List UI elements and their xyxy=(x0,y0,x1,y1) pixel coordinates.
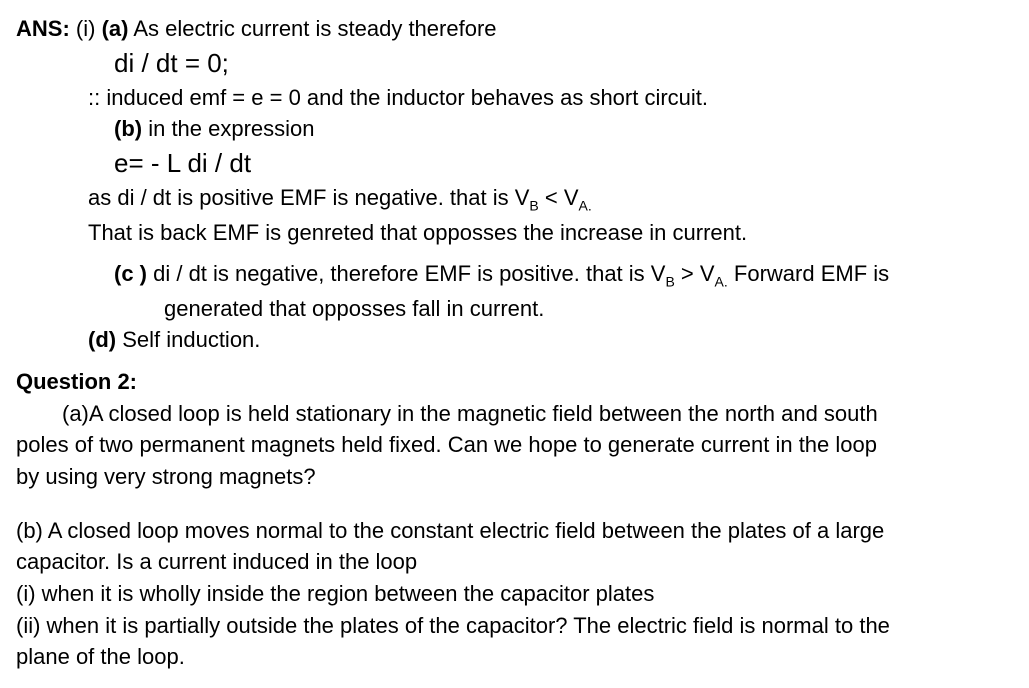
ans-b-conc: That is back EMF is genreted that opposs… xyxy=(16,218,1017,248)
spacer xyxy=(16,494,1017,516)
spacer xyxy=(16,249,1017,259)
ans-b-sub2: A. xyxy=(579,198,592,214)
ans-b-bold: (b) xyxy=(114,116,142,141)
ans-i-a-prefix: (i) xyxy=(76,16,102,41)
ans-b-sub1: B xyxy=(529,198,538,214)
q2-b-ii-l2: plane of the loop. xyxy=(16,642,1017,672)
ans-c-sub2: A. xyxy=(715,274,728,290)
ans-a-bold: (a) xyxy=(102,16,129,41)
ans-d-line: (d) Self induction. xyxy=(16,325,1017,355)
q2-b-l1: (b) A closed loop moves normal to the co… xyxy=(16,516,1017,546)
document-page: ANS: (i) (a) As electric current is stea… xyxy=(0,0,1029,688)
ans-d-bold: (d) xyxy=(88,327,116,352)
ans-c-bold: (c ) xyxy=(114,261,147,286)
ans-b-text: in the expression xyxy=(142,116,314,141)
ans-c-l1-suffix: Forward EMF is xyxy=(728,261,889,286)
ans-b-cond-mid: < V xyxy=(539,185,579,210)
spacer xyxy=(16,357,1017,367)
q2-a-l2: poles of two permanent magnets held fixe… xyxy=(16,430,1017,460)
q2-b-ii-l1: (ii) when it is partially outside the pl… xyxy=(16,611,1017,641)
ans-label: ANS: xyxy=(16,16,70,41)
ans-eq2: e= - L di / dt xyxy=(16,146,1017,181)
ans-b-cond-prefix: as di / dt is positive EMF is negative. … xyxy=(88,185,529,210)
ans-line-induced: :: induced emf = e = 0 and the inductor … xyxy=(16,83,1017,113)
q2-heading: Question 2: xyxy=(16,367,1017,397)
q2-b-l2: capacitor. Is a current induced in the l… xyxy=(16,547,1017,577)
ans-c-line1: (c ) di / dt is negative, therefore EMF … xyxy=(16,259,1017,291)
ans-b-cond: as di / dt is positive EMF is negative. … xyxy=(16,183,1017,215)
ans-line-1: ANS: (i) (a) As electric current is stea… xyxy=(16,14,1017,44)
ans-c-l1-prefix: di / dt is negative, therefore EMF is po… xyxy=(147,261,665,286)
ans-a-text: As electric current is steady therefore xyxy=(128,16,496,41)
q2-b-i: (i) when it is wholly inside the region … xyxy=(16,579,1017,609)
ans-b-line: (b) in the expression xyxy=(16,114,1017,144)
ans-c-line2: generated that opposses fall in current. xyxy=(16,294,1017,324)
ans-c-sub1: B xyxy=(665,274,674,290)
ans-c-mid: > V xyxy=(675,261,715,286)
ans-d-text: Self induction. xyxy=(116,327,260,352)
q2-a-l3: by using very strong magnets? xyxy=(16,462,1017,492)
ans-eq1: di / dt = 0; xyxy=(16,46,1017,81)
q2-a-l1: (a)A closed loop is held stationary in t… xyxy=(16,399,1017,429)
